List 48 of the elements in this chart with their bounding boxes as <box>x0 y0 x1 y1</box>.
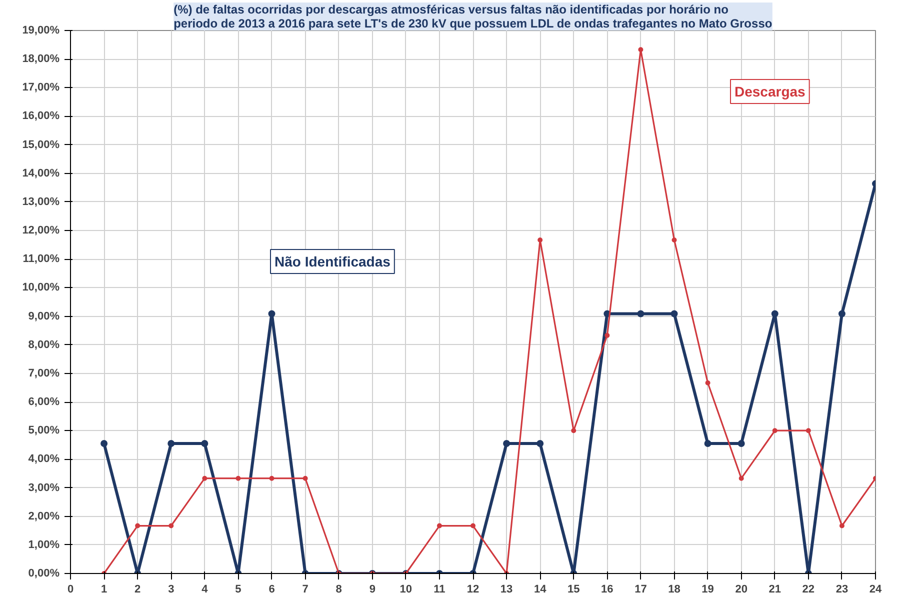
text: Descargas <box>734 84 806 100</box>
y-tick-label: 10,00% <box>22 282 60 294</box>
x-tick-label: 1 <box>100 584 108 596</box>
y-tick-label: 18,00% <box>22 53 60 66</box>
x-tick-label: 18 <box>668 584 680 596</box>
x-tick-label: 19 <box>702 584 714 596</box>
y-tick-label: 13,00% <box>22 196 60 208</box>
x-tick-label: 10 <box>400 584 412 596</box>
y-tick-label: 1,00% <box>28 538 60 551</box>
x-tick-label: 2 <box>134 584 141 596</box>
x-tick-label: 21 <box>768 584 782 596</box>
x-tick-label: 6 <box>268 584 275 596</box>
x-tick-label: 15 <box>568 584 580 596</box>
x-tick-label: 8 <box>336 584 342 596</box>
y-tick-label: 2,00% <box>28 510 60 522</box>
y-tick-label: 14,00% <box>22 167 60 180</box>
x-tick-label: 3 <box>168 584 174 596</box>
x-tick-label: 7 <box>302 584 308 596</box>
y-tick-label: 7,00% <box>28 367 60 380</box>
y-tick-label: 12,00% <box>22 224 60 237</box>
y-tick-label: 16,00% <box>22 110 60 122</box>
y-tick-label: 11,00% <box>22 253 60 266</box>
chart-title: (%) de faltas ocorridas por descargas atmosféricas versus faltas não identificadas por horário no periodo de 2013 a 2016 para sete LT's de 230 kV que possuem LDL de ondas trafegantes no Mato Grosso <box>174 2 772 30</box>
x-tick-label: 23 <box>836 584 848 596</box>
y-tick-label: 8,00% <box>28 338 60 351</box>
y-tick-label: 17,00% <box>22 82 60 94</box>
y-tick-label: 15,00% <box>22 138 60 151</box>
x-tick-label: 4 <box>202 584 209 596</box>
y-tick-label: 3,00% <box>28 482 60 494</box>
x-tick-label: 9 <box>369 584 376 596</box>
y-tick-label: 19,00% <box>22 24 60 36</box>
x-tick-label: 11 <box>434 584 446 596</box>
x-tick-label: 20 <box>735 584 748 596</box>
y-tick-label: 9,00% <box>28 310 60 322</box>
x-tick-label: 17 <box>634 584 647 596</box>
x-tick-label: 16 <box>601 584 614 596</box>
y-tick-label: 0,00% <box>28 568 60 580</box>
y-tick-label: 4,00% <box>28 453 60 466</box>
x-tick-label: 22 <box>802 584 815 596</box>
text: Não Identificadas <box>274 254 391 270</box>
x-tick-label: 0 <box>67 584 74 596</box>
x-tick-label: 24 <box>869 584 882 596</box>
x-tick-label: 13 <box>500 584 513 596</box>
x-tick-label: 12 <box>466 584 480 596</box>
x-tick-label: 5 <box>235 584 242 596</box>
x-tick-label: 14 <box>534 584 548 596</box>
y-tick-label: 5,00% <box>28 424 60 437</box>
y-tick-label: 6,00% <box>28 396 60 408</box>
